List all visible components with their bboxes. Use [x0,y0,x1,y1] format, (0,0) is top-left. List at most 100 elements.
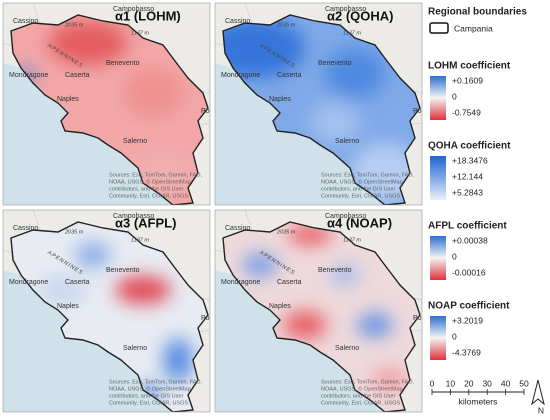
legend-item: Campania [454,23,493,33]
place-label: Po [201,108,210,115]
place-label: 2035 m [276,229,296,235]
surface-blob [288,225,332,245]
panel-frame [214,209,423,413]
surface-blob [310,103,360,143]
place-label: Mondragone [9,72,48,79]
place-label: Caserta [277,72,302,79]
place-label: Campobasso [325,213,366,220]
place-label: Naples [269,303,291,310]
place-label: Benevento [106,60,140,67]
place-label: Naples [269,96,291,103]
surface-blob [133,153,193,193]
place-label: Benevento [318,60,352,67]
attribution: Community, Esri, CGIAR, USGS [109,193,188,199]
legend-scale-title: LOHM coefficient [428,61,511,72]
attribution: NOAA, USGS, © OpenStreetMap [109,385,191,392]
place-label: Po [413,108,422,115]
scale-bar-label: 40 [501,378,511,388]
sea [215,63,385,205]
surface-blob [115,276,171,304]
panel-title: α3 (AFPL) [115,215,176,230]
scale-bar-label: 10 [446,378,456,388]
legend-title: Regional boundaries [428,7,527,18]
surface-blob [325,48,385,98]
legend-scale-label: 0 [452,91,457,101]
legend-scale-label: +12.144 [452,171,483,181]
legend-color-bar [430,316,446,360]
map-panel: Campobasso Cassino 2035 m 1137 m Mondragone C… [215,3,422,205]
surface-blob [283,311,327,339]
place-label: Mondragone [221,279,260,286]
attribution: Sources: Esri, TomTom, Garmin, FAO, [321,172,415,178]
panel-title: α4 (NOAP) [327,215,392,230]
campania-boundary [10,221,209,412]
panel-frame [214,2,423,206]
scale-bar-label: 30 [482,378,492,388]
attribution: Sources: Esri, TomTom, Garmin, FAO, [109,379,203,385]
place-label: Benevento [318,267,352,274]
place-label: Cassino [225,18,250,25]
attribution: contributors, and the GIS User [321,393,395,399]
place-label: 2035 m [276,22,296,28]
place-label: 1137 m [343,237,361,243]
place-label: Po [413,315,422,322]
place-label: Po [201,315,210,322]
place-label: 1137 m [131,30,149,36]
attribution: Sources: Esri, TomTom, Garmin, FAO, [321,379,415,385]
attribution: Sources: Esri, TomTom, Garmin, FAO, [109,172,203,178]
surface-blob [242,253,278,277]
place-label: Naples [57,303,79,310]
surface-blob [38,275,88,305]
map-panel: Campobasso Cassino 2035 m 1137 m Mondragone C… [3,210,210,412]
panel-title: α2 (QOHA) [327,8,394,23]
surface-blob [48,21,128,65]
place-label: Mondragone [221,72,260,79]
place-label: Caserta [65,279,90,286]
campania-boundary [10,14,209,205]
place-label: Cassino [13,18,38,25]
place-label: Naples [57,96,79,103]
legend-color-bar [430,236,446,280]
attribution: contributors, and the GIS User [321,186,395,192]
scale-bar-label: 0 [430,378,435,388]
attribution: contributors, and the GIS User [109,393,183,399]
place-label: Salerno [123,138,147,145]
attribution: NOAA, USGS, © OpenStreetMap [321,385,403,392]
attribution: Community, Esri, CGIAR, USGS [321,400,400,406]
place-label: 1137 m [131,237,149,243]
surface-blob [357,313,393,337]
legend-scale-title: AFPL coefficient [428,221,507,232]
surface-blob [330,265,360,285]
place-label: 2035 m [64,229,84,235]
place-label: Campobasso [113,6,154,13]
sea [3,63,173,205]
place-label: Caserta [277,279,302,286]
scale-bar-label: 20 [464,378,474,388]
legend-scale-label: -0.00016 [452,267,486,277]
surface-blobs [15,21,193,193]
campania-boundary [222,221,421,412]
place-label: Cassino [225,225,250,232]
legend-scale-label: +18.3476 [452,155,488,165]
surface-blob [163,338,193,382]
panel-title: α1 (LOHM) [115,8,181,23]
scale-bar-unit: kilometers [459,396,498,406]
panel-frame [2,2,211,206]
place-label: 1137 m [343,30,361,36]
place-label: Campobasso [113,213,154,220]
surface-blob [75,243,111,267]
attribution: Community, Esri, CGIAR, USGS [109,400,188,406]
north-arrow [531,379,545,406]
sea [215,270,385,412]
place-label: Salerno [335,138,359,145]
campania-boundary [222,14,421,205]
attribution: contributors, and the GIS User [109,186,183,192]
place-label: Caserta [65,72,90,79]
legend-scale-label: +5.2843 [452,187,483,197]
legend-swatch [429,22,449,34]
legend-scale-label: -0.7549 [452,107,481,117]
legend-scale-label: -4.3769 [452,347,481,357]
place-label: Mondragone [9,279,48,286]
place-label: Campobasso [325,6,366,13]
